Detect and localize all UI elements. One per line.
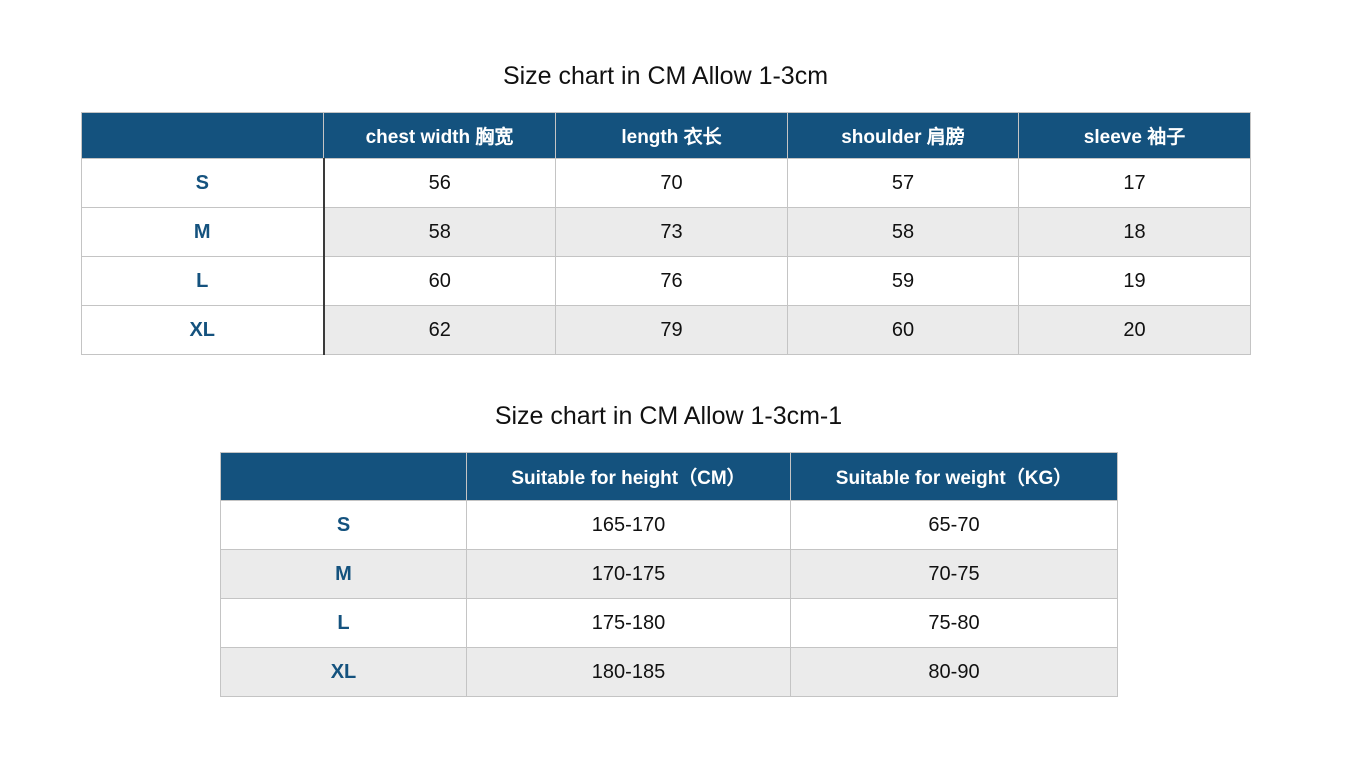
table1-header-empty: [81, 112, 324, 159]
value-cell: 57: [787, 158, 1019, 208]
table2-title: Size chart in CM Allow 1-3cm-1: [494, 402, 843, 430]
size-label-m: M: [220, 549, 467, 599]
value-cell: 62: [323, 305, 556, 355]
table-row-l: L 175-180 75-80: [220, 598, 1118, 648]
table-row-m: M 170-175 70-75: [220, 549, 1118, 599]
value-cell: 58: [787, 207, 1019, 257]
size-label-xl: XL: [81, 305, 325, 355]
value-cell: 70-75: [790, 549, 1118, 599]
value-cell: 80-90: [790, 647, 1118, 697]
size-label-xl: XL: [220, 647, 467, 697]
value-cell: 60: [787, 305, 1019, 355]
value-cell: 75-80: [790, 598, 1118, 648]
table1-title: Size chart in CM Allow 1-3cm: [502, 62, 829, 90]
size-label-s: S: [220, 500, 467, 550]
value-cell: 18: [1018, 207, 1251, 257]
table1-header-shoulder: shoulder 肩膀: [787, 112, 1019, 159]
value-cell: 175-180: [466, 598, 791, 648]
table2-header-row: Suitable for height（CM） Suitable for wei…: [220, 452, 1118, 501]
table-row-xl: XL 180-185 80-90: [220, 647, 1118, 697]
value-cell: 17: [1018, 158, 1251, 208]
table2-header-empty: [220, 452, 467, 501]
size-label-m: M: [81, 207, 325, 257]
value-cell: 59: [787, 256, 1019, 306]
table1-header-row: chest width 胸宽 length 衣长 shoulder 肩膀 sle…: [81, 112, 1251, 159]
size-chart-height-weight-section: Size chart in CM Allow 1-3cm-1 Suitable …: [220, 402, 1118, 697]
table2-header-height: Suitable for height（CM）: [466, 452, 791, 501]
value-cell: 58: [323, 207, 556, 257]
size-chart-cm-section: Size chart in CM Allow 1-3cm chest width…: [81, 62, 1251, 355]
table1-header-sleeve: sleeve 袖子: [1018, 112, 1251, 159]
table1-header-chest: chest width 胸宽: [323, 112, 556, 159]
height-weight-table: Suitable for height（CM） Suitable for wei…: [220, 452, 1118, 697]
size-label-s: S: [81, 158, 325, 208]
table1-header-length: length 衣长: [555, 112, 788, 159]
value-cell: 20: [1018, 305, 1251, 355]
size-chart-cm-table: chest width 胸宽 length 衣长 shoulder 肩膀 sle…: [81, 112, 1251, 355]
table-row-s: S 56 70 57 17: [81, 158, 1251, 208]
value-cell: 170-175: [466, 549, 791, 599]
table-row-s: S 165-170 65-70: [220, 500, 1118, 550]
value-cell: 19: [1018, 256, 1251, 306]
value-cell: 73: [555, 207, 788, 257]
value-cell: 180-185: [466, 647, 791, 697]
value-cell: 56: [323, 158, 556, 208]
value-cell: 60: [323, 256, 556, 306]
size-label-l: L: [81, 256, 325, 306]
value-cell: 79: [555, 305, 788, 355]
size-label-l: L: [220, 598, 467, 648]
table-row-l: L 60 76 59 19: [81, 256, 1251, 306]
value-cell: 70: [555, 158, 788, 208]
table2-header-weight: Suitable for weight（KG）: [790, 452, 1118, 501]
table-row-m: M 58 73 58 18: [81, 207, 1251, 257]
value-cell: 165-170: [466, 500, 791, 550]
value-cell: 65-70: [790, 500, 1118, 550]
value-cell: 76: [555, 256, 788, 306]
table-row-xl: XL 62 79 60 20: [81, 305, 1251, 355]
